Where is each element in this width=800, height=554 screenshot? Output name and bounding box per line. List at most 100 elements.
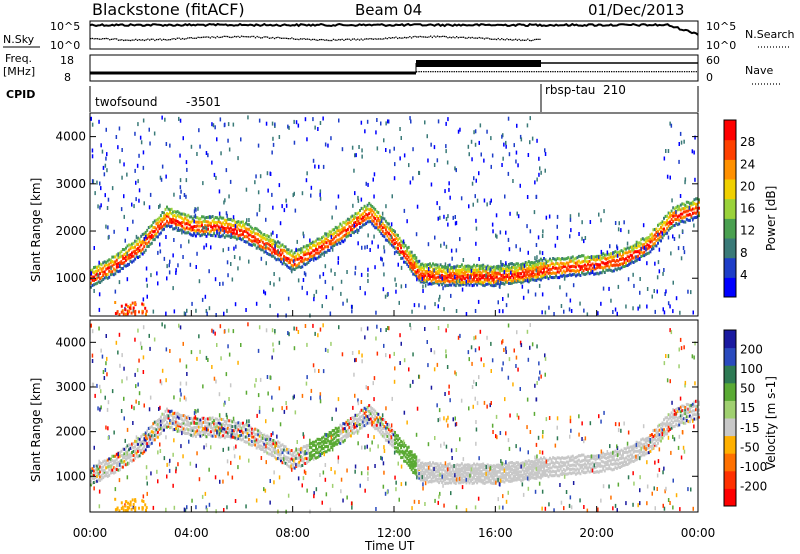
velocity-point <box>477 479 480 483</box>
power-noise-point <box>92 179 95 184</box>
power-noise-point <box>169 143 171 148</box>
power-point <box>153 238 156 242</box>
power-point <box>377 211 380 215</box>
power-noise-point <box>185 178 188 183</box>
power-noise-point <box>159 249 162 254</box>
power-point <box>678 222 681 226</box>
velocity-point <box>167 416 170 420</box>
power-point <box>512 279 515 283</box>
velocity-point <box>366 415 369 419</box>
velocity-point <box>178 424 181 428</box>
nsearch-point <box>383 38 385 40</box>
power-point <box>635 240 638 244</box>
power-noise-point <box>443 241 445 246</box>
velocity-point <box>397 446 399 450</box>
power-point <box>293 262 296 266</box>
power-point <box>339 222 342 226</box>
nsearch-point <box>308 38 310 40</box>
power-noise-point <box>600 218 602 223</box>
velocity-point <box>275 441 278 445</box>
nsearch-point <box>398 37 401 39</box>
power-noise-point <box>542 229 544 234</box>
power-colorbar-tick-label: 12 <box>740 224 755 238</box>
velocity-point <box>248 442 251 446</box>
power-point <box>308 259 311 263</box>
velocity-point <box>462 478 465 482</box>
velocity-point <box>100 477 103 481</box>
velocity-point <box>435 474 437 478</box>
power-noise-point <box>97 204 99 209</box>
power-point <box>394 234 396 238</box>
velocity-point <box>318 441 320 445</box>
power-noise-point <box>104 163 107 168</box>
power-noise-point <box>603 209 605 214</box>
power-point <box>384 228 387 232</box>
nsearch-point <box>329 39 331 42</box>
power-noise-point <box>436 201 438 206</box>
power-colorbar-tick-label: 24 <box>740 157 755 171</box>
power-point <box>501 278 504 282</box>
velocity-point <box>272 442 275 446</box>
power-point <box>538 273 541 276</box>
power-point <box>647 244 650 248</box>
power-point <box>191 217 194 221</box>
power-point <box>634 243 637 247</box>
power-point <box>419 267 422 271</box>
power-point <box>435 280 437 284</box>
velocity-point <box>467 471 469 475</box>
power-point <box>246 223 249 227</box>
power-colorbar-tick-label: 16 <box>740 202 755 216</box>
velocity-point <box>462 464 465 468</box>
power-point <box>147 232 150 236</box>
power-point <box>184 213 187 217</box>
power-point <box>597 265 600 269</box>
power-point <box>220 216 223 220</box>
power-point <box>349 221 352 225</box>
power-point <box>471 270 474 274</box>
velocity-point <box>193 416 196 420</box>
power-point <box>591 262 594 266</box>
velocity-point <box>410 456 413 460</box>
power-noise-point <box>373 172 376 177</box>
velocity-point <box>188 424 191 428</box>
velocity-point <box>234 433 237 437</box>
power-noise-point <box>117 252 119 257</box>
power-point <box>199 224 202 228</box>
velocity-point <box>391 431 393 434</box>
power-noise-point <box>272 230 274 235</box>
power-noise-point <box>450 248 453 253</box>
velocity-point <box>430 463 433 467</box>
power-point <box>243 225 246 229</box>
nsearch-point <box>409 36 411 38</box>
power-point <box>436 275 439 279</box>
power-noise-point <box>534 256 536 261</box>
power-noise-point <box>247 115 249 120</box>
velocity-point <box>286 450 289 454</box>
power-point <box>298 254 301 257</box>
power-point <box>568 260 571 264</box>
power-point <box>620 249 623 253</box>
power-point <box>371 213 374 217</box>
power-point <box>360 225 363 229</box>
velocity-point <box>164 425 167 429</box>
power-noise-point <box>643 245 646 250</box>
power-noise-point <box>94 191 96 196</box>
power-point <box>477 264 480 268</box>
power-point <box>421 274 424 278</box>
nsearch-point <box>98 38 100 40</box>
power-point <box>425 276 428 280</box>
power-point <box>214 221 217 225</box>
power-point <box>492 284 495 288</box>
power-noise-point <box>452 215 454 220</box>
velocity-point <box>235 426 238 430</box>
power-point <box>631 245 634 249</box>
nsearch-point <box>485 37 487 39</box>
nsearch-point <box>371 38 373 40</box>
nave-point <box>479 71 481 73</box>
power-point <box>482 266 485 270</box>
power-point <box>495 282 498 286</box>
power-point <box>204 232 206 236</box>
power-point <box>284 262 287 266</box>
nave-point <box>488 71 491 73</box>
velocity-point <box>459 475 462 479</box>
